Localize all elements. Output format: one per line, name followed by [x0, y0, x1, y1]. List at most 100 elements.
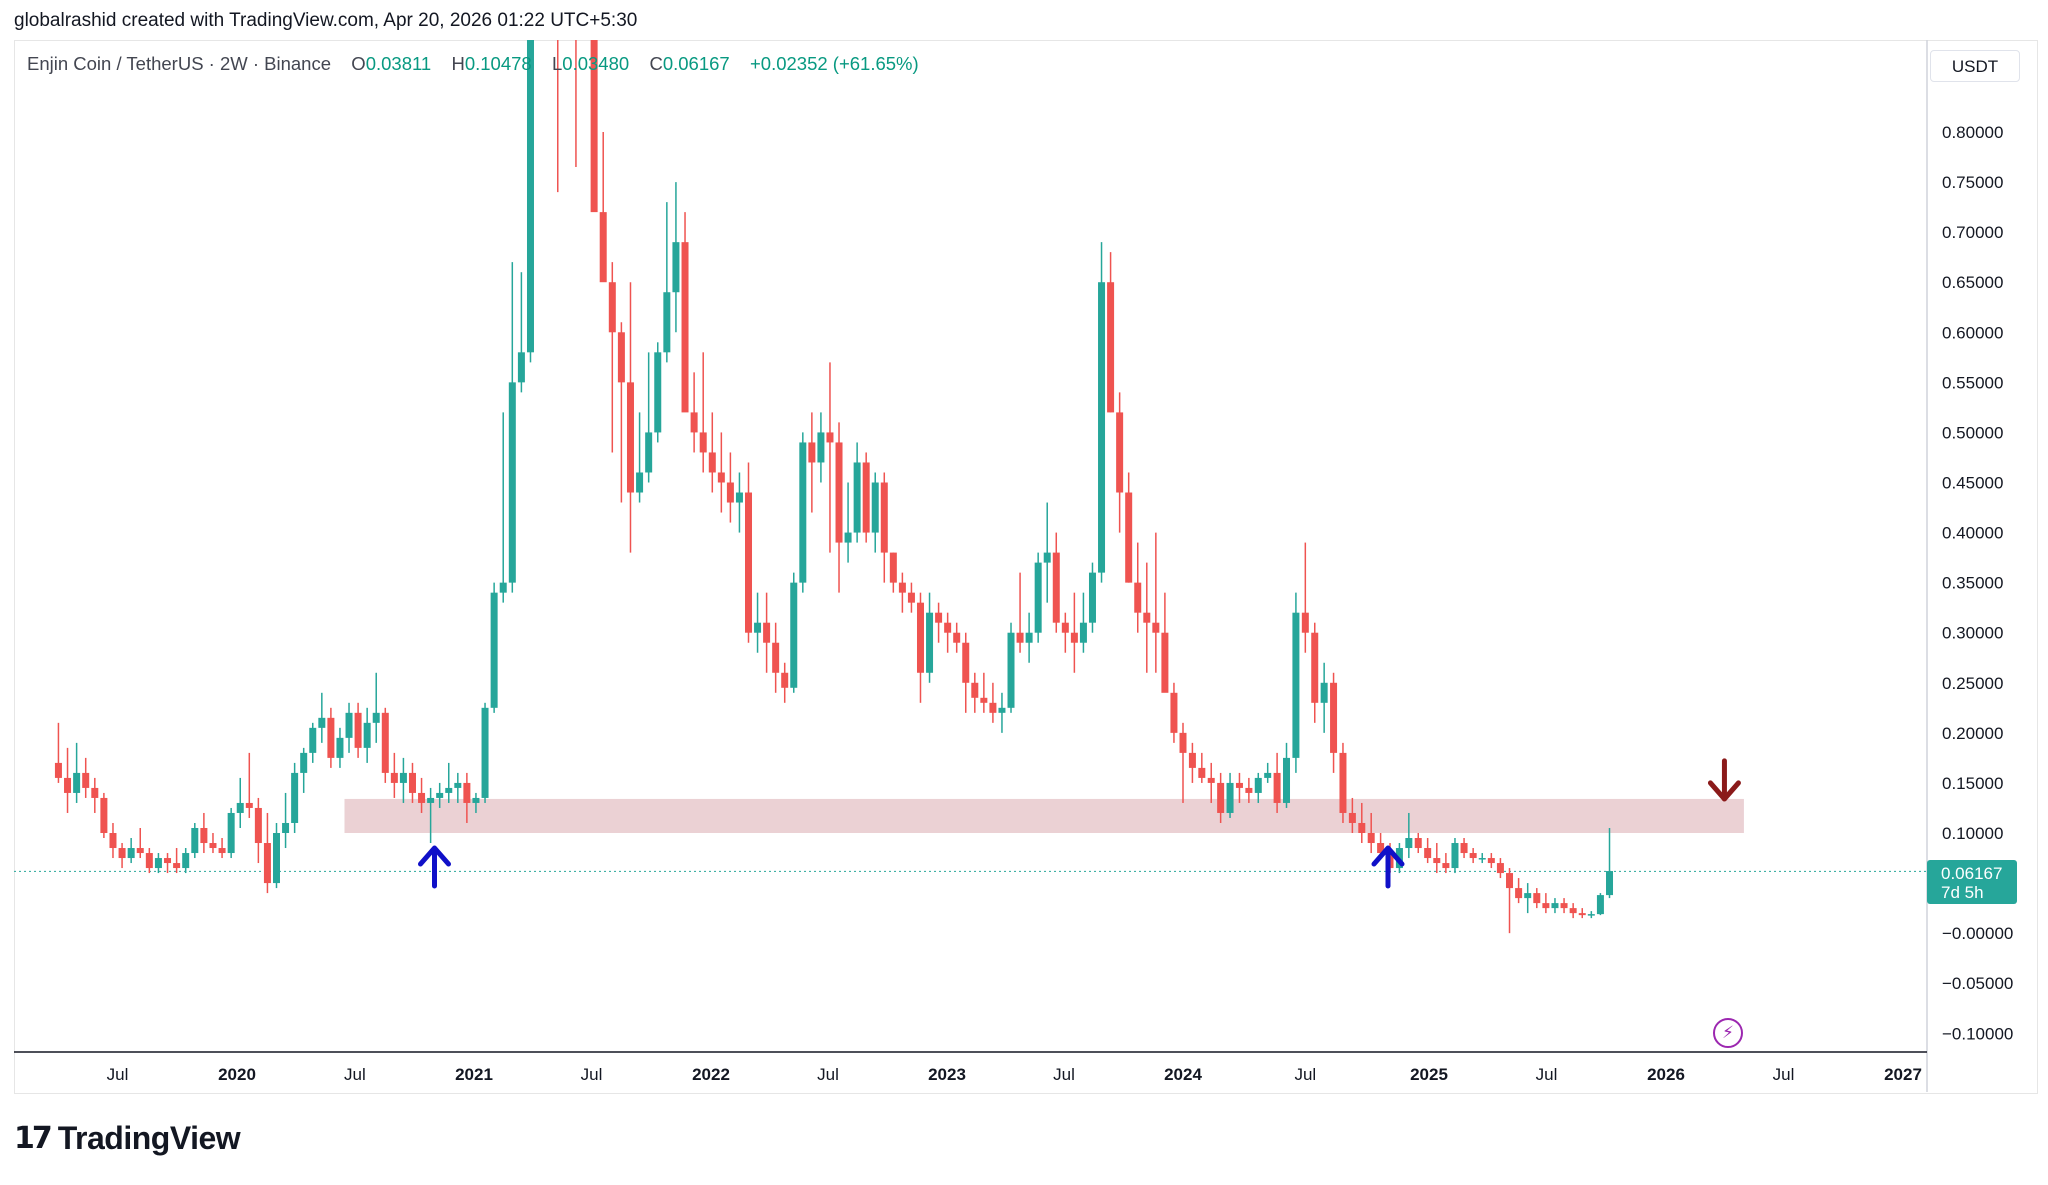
- candle-body: [336, 737, 344, 758]
- candle-body: [1170, 692, 1178, 733]
- tradingview-logo-icon: 17: [14, 1121, 53, 1156]
- candle-body: [871, 482, 879, 533]
- candle-body: [1542, 903, 1550, 909]
- candle-body: [763, 622, 771, 643]
- candle-body: [227, 812, 235, 854]
- candle-body: [889, 552, 897, 583]
- x-tick-label: Jul: [344, 1065, 366, 1084]
- symbol-name[interactable]: Enjin Coin / TetherUS · 2W · Binance: [27, 53, 332, 74]
- candle-body: [1070, 632, 1078, 643]
- candle-body: [1606, 871, 1614, 896]
- candle-body: [64, 777, 72, 793]
- high-label: H: [451, 53, 465, 74]
- arrow-up-head: [418, 845, 451, 867]
- x-tick-label: Jul: [1294, 1065, 1316, 1084]
- candle-body: [1311, 632, 1319, 703]
- candle-body: [481, 707, 489, 798]
- candle-body: [1560, 903, 1568, 909]
- candle-body: [808, 442, 816, 463]
- close-label: C: [649, 53, 663, 74]
- candle-body: [1569, 908, 1577, 914]
- candle-body: [490, 592, 498, 708]
- candle-body: [291, 772, 299, 823]
- y-tick-label: −0.10000: [1942, 1024, 2013, 1043]
- x-tick-label: 2020: [218, 1065, 256, 1084]
- y-tick-label: 0.70000: [1942, 223, 2003, 242]
- candle-body: [318, 717, 326, 728]
- candle-body: [1198, 767, 1206, 778]
- candle-body: [962, 642, 970, 683]
- candle-body: [1478, 858, 1486, 860]
- candle-countdown: 7d 5h: [1941, 883, 1984, 902]
- candle-body: [254, 807, 262, 844]
- candle-body: [735, 492, 743, 503]
- candle-body: [1207, 777, 1215, 783]
- candle-body: [953, 632, 961, 643]
- candle-body: [862, 462, 870, 533]
- candle-body: [1245, 787, 1253, 793]
- candle-body: [636, 472, 644, 493]
- candle-body: [608, 282, 616, 333]
- candle-body: [626, 382, 634, 493]
- candle-body: [300, 752, 308, 773]
- candle-body: [799, 442, 807, 583]
- candle-body: [218, 848, 226, 854]
- candle-body: [907, 592, 915, 603]
- candle-body: [726, 482, 734, 503]
- candle-body: [754, 622, 762, 633]
- candle-body: [427, 797, 435, 803]
- open-label: O: [351, 53, 366, 74]
- x-tick-label: 2021: [455, 1065, 493, 1084]
- candle-body: [1217, 782, 1225, 813]
- candle-body: [835, 442, 843, 543]
- candle-body: [980, 697, 988, 703]
- candle-body: [1405, 838, 1413, 849]
- candle-body: [790, 582, 798, 688]
- x-tick-label: Jul: [1773, 1065, 1795, 1084]
- candle-body: [263, 843, 271, 884]
- candle-body: [1025, 632, 1033, 643]
- brand-name: TradingView: [57, 1120, 241, 1156]
- y-tick-label: 0.10000: [1942, 824, 2003, 843]
- symbol-legend: Enjin Coin / TetherUS · 2W · Binance O0.…: [27, 53, 919, 75]
- candle-body: [926, 612, 934, 673]
- candle-body: [699, 432, 707, 453]
- y-tick-label: 0.25000: [1942, 674, 2003, 693]
- candle-body: [381, 712, 389, 773]
- candle-body: [1235, 782, 1243, 788]
- candle-body: [826, 432, 834, 443]
- x-tick-label: 2022: [692, 1065, 730, 1084]
- arrow-up-head: [1371, 845, 1405, 867]
- candle-body: [127, 848, 135, 859]
- candle-body: [1469, 853, 1477, 859]
- y-tick-label: 0.20000: [1942, 724, 2003, 743]
- candle-body: [916, 602, 924, 673]
- candle-body: [1179, 732, 1187, 753]
- currency-unit-button[interactable]: USDT: [1930, 50, 2020, 82]
- support-zone: [344, 798, 1744, 833]
- attribution-text: globalrashid created with TradingView.co…: [14, 10, 638, 31]
- y-tick-label: −0.05000: [1942, 974, 2013, 993]
- candle-body: [781, 672, 789, 688]
- change-value: +0.02352 (+61.65%): [749, 53, 919, 74]
- chart-frame[interactable]: [14, 40, 2038, 1094]
- candle-body: [971, 682, 979, 698]
- candle-body: [173, 863, 181, 869]
- candle-body: [182, 853, 190, 869]
- y-tick-label: 0.55000: [1942, 373, 2003, 392]
- candle-body: [1348, 812, 1356, 823]
- candle-body: [82, 772, 90, 788]
- candle-body: [309, 727, 317, 753]
- tradingview-logo: 17 TradingView: [14, 1120, 241, 1157]
- candle-body: [708, 452, 716, 473]
- candle-body: [399, 772, 407, 783]
- candle-body: [1292, 612, 1300, 758]
- y-tick-label: 0.30000: [1942, 624, 2003, 643]
- y-tick-label: −0.00000: [1942, 924, 2013, 943]
- candle-body: [880, 482, 888, 553]
- candle-body: [145, 853, 153, 869]
- lightning-bolt-icon[interactable]: ⚡: [1713, 1018, 1743, 1048]
- candle-body: [282, 822, 290, 833]
- candle-body: [345, 712, 353, 738]
